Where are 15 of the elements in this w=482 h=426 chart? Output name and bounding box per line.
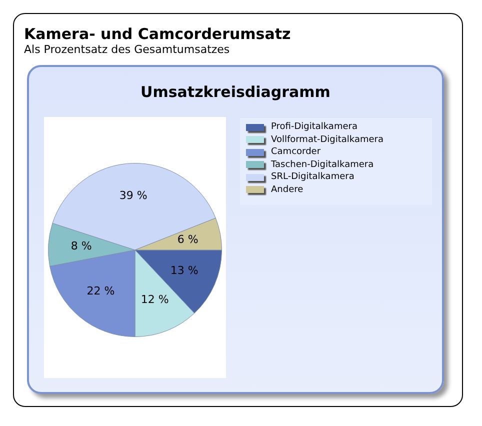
legend-label: Vollformat-Digitalkamera	[271, 134, 384, 144]
data-label: 8 %	[70, 239, 92, 252]
data-label: 39 %	[119, 189, 148, 202]
data-label: 6 %	[177, 232, 198, 246]
legend-label: Taschen-Digitalkamera	[271, 160, 374, 170]
chart-title: Kamera- und Camcorderumsatz	[24, 25, 291, 43]
legend-label: Profi-Digitalkamera	[271, 122, 358, 132]
data-label: 13 %	[170, 264, 198, 278]
chart-subtitle: Als Prozentsatz des Gesamtumsatzes	[24, 43, 230, 56]
legend-label: SRL-Digitalkamera	[271, 172, 354, 182]
data-label: 12 %	[140, 292, 169, 306]
data-label: 22 %	[86, 284, 115, 298]
legend-label: Camcorder	[271, 147, 321, 157]
text: Umsatzkreisdiagramm	[140, 83, 332, 101]
legend-label: Andere	[271, 184, 304, 194]
